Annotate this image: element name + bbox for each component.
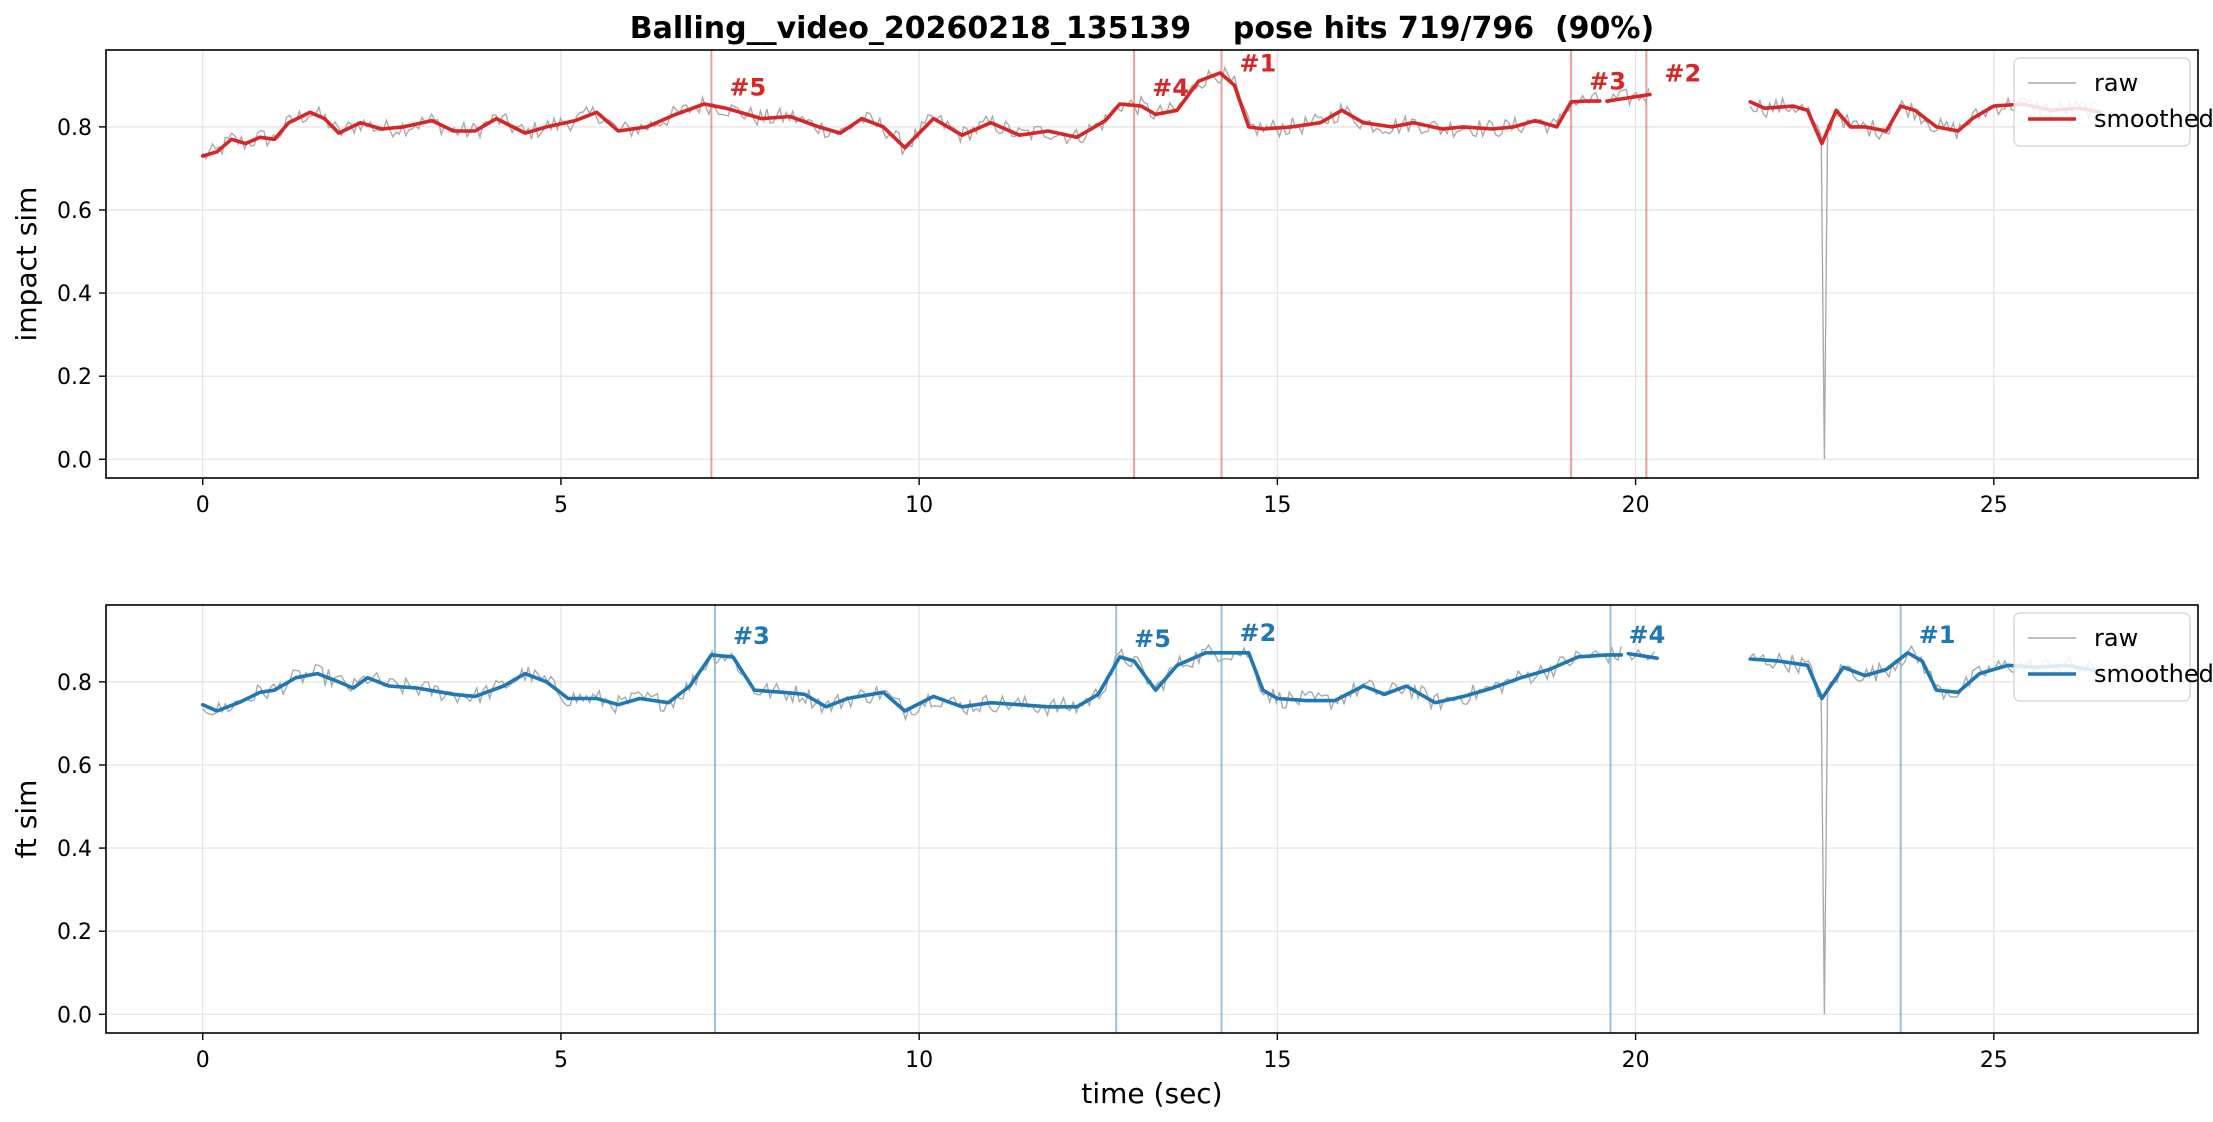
peak-label: #2 (1664, 60, 1701, 88)
y-axis-label: impact sim (10, 187, 43, 342)
legend-label-raw: raw (2094, 69, 2138, 97)
peak-label: #5 (1134, 625, 1171, 653)
legend: raw smoothed (2013, 612, 2213, 702)
smoothed-series-line (200, 71, 1602, 158)
axes-frame (105, 604, 2199, 1034)
x-tick-label: 15 (1263, 1048, 1291, 1073)
smoothed-series-line (1626, 651, 1659, 661)
peak-label: #4 (1152, 74, 1189, 102)
y-tick-label: 0.0 (57, 448, 92, 473)
x-tick-label: 5 (554, 1048, 568, 1073)
axes-frame (105, 49, 2199, 479)
x-tick-label: 10 (905, 1048, 933, 1073)
legend: raw smoothed (2013, 57, 2213, 147)
y-tick-label: 0.6 (57, 754, 92, 779)
grid (106, 605, 2198, 1033)
smoothed-series-line (200, 650, 1624, 713)
x-tick-label: 0 (196, 1048, 210, 1073)
peak-label: #1 (1239, 49, 1276, 77)
legend-label-raw: raw (2094, 624, 2138, 652)
peak-label: #2 (1239, 619, 1276, 647)
x-tick-label: 25 (1980, 493, 2008, 518)
y-tick-label: 0.2 (57, 365, 92, 390)
y-tick-label: 0.0 (57, 1003, 92, 1028)
smoothed-series-line (1605, 92, 1652, 103)
x-tick-label: 15 (1263, 493, 1291, 518)
x-tick-label: 0 (196, 493, 210, 518)
peak-label: #3 (733, 622, 770, 650)
panel-impact-sim: #5 #4 #1 #3 #2 0 5 10 15 20 25 0.0 0.2 0.4 0.6 0.8 impac… (10, 49, 2213, 518)
legend-label-smoothed: smoothed (2094, 105, 2213, 133)
peak-label: #5 (729, 73, 766, 101)
chart-title: Balling__video_20260218_135139 pose hits… (630, 11, 1654, 46)
y-tick-label: 0.4 (57, 837, 92, 862)
y-tick-label: 0.8 (57, 116, 92, 141)
x-tick-label: 10 (905, 493, 933, 518)
grid (106, 50, 2198, 478)
x-axis-label: time (sec) (1081, 1077, 1222, 1110)
legend-box (2013, 612, 2191, 702)
y-tick-label: 0.6 (57, 199, 92, 224)
raw-series-line (1749, 95, 2099, 460)
y-tick-label: 0.4 (57, 282, 92, 307)
panel-ft-sim: #3 #5 #2 #4 #1 0 5 10 15 20 25 0.0 0.2 0.4 0.6 0.8 ft si… (10, 604, 2213, 1073)
x-tick-label: 5 (554, 493, 568, 518)
y-tick-label: 0.8 (57, 671, 92, 696)
peak-label: #4 (1629, 621, 1666, 649)
x-tick-label: 20 (1622, 1048, 1650, 1073)
legend-box (2013, 57, 2191, 147)
legend-label-smoothed: smoothed (2094, 660, 2213, 688)
y-axis-label: ft sim (10, 780, 43, 859)
x-tick-label: 20 (1622, 493, 1650, 518)
y-tick-label: 0.2 (57, 920, 92, 945)
peak-label: #1 (1919, 621, 1956, 649)
x-tick-label: 25 (1980, 1048, 2008, 1073)
peak-label: #3 (1589, 67, 1626, 95)
